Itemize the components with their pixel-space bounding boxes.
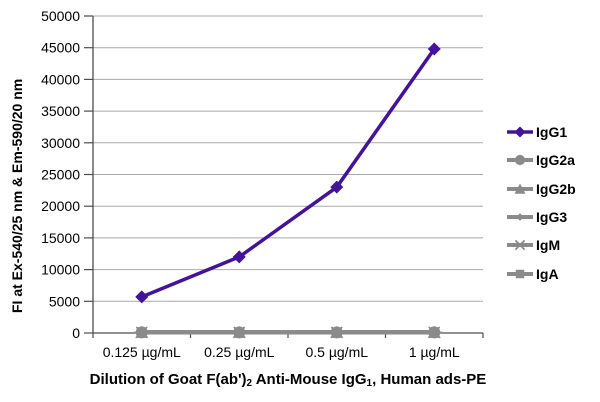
circle-glyph <box>514 155 526 166</box>
legend-item-igg3: IgG3 <box>505 203 576 231</box>
x-axis-title-text: Dilution of Goat F(ab') <box>89 371 247 388</box>
y-tick-label: 45000 <box>41 40 80 56</box>
y-tick-label: 40000 <box>41 71 80 87</box>
y-tick-label: 0 <box>72 325 80 341</box>
legend: IgG1 IgG2a IgG2b IgG3 IgM IgA <box>505 118 576 288</box>
legend-item-igm: IgM <box>505 231 576 259</box>
legend-label: IgG1 <box>536 124 568 141</box>
small-diamond-marker-icon <box>507 213 533 221</box>
y-tick-label: 20000 <box>41 198 80 214</box>
legend-label: IgG2a <box>536 152 575 169</box>
marker-IgG2a <box>428 326 441 339</box>
legend-item-iga: IgA <box>505 259 576 287</box>
diamond-small-glyph <box>516 213 524 221</box>
x-category-label: 0.125 µg/mL <box>103 344 181 360</box>
series-line-IgG1 <box>140 47 436 299</box>
legend-label: IgA <box>536 265 559 282</box>
y-tick-label: 5000 <box>49 293 80 309</box>
diamond-glyph <box>514 126 526 138</box>
marker-IgG2a <box>330 326 343 339</box>
x-category-label: 0.5 µg/mL <box>305 344 368 360</box>
square-marker-icon <box>507 269 533 278</box>
x-category-label: 1 µg/mL <box>409 344 460 360</box>
triangle-marker-icon <box>507 183 533 194</box>
marker-IgG1 <box>135 290 149 304</box>
legend-item-igg2b: IgG2b <box>505 175 576 203</box>
asterisk-marker-icon <box>507 240 533 251</box>
marker-IgG1 <box>232 250 246 264</box>
y-tick-label: 50000 <box>41 8 80 24</box>
marker-IgG1 <box>427 42 441 56</box>
x-axis-title-sub2-glyph: 2 <box>246 378 253 389</box>
triangle-glyph <box>514 183 526 194</box>
marker-IgG2a <box>233 326 246 339</box>
square-glyph <box>515 269 525 278</box>
y-tick-label: 30000 <box>41 135 80 151</box>
legend-label: IgM <box>536 237 561 254</box>
y-tick-label: 10000 <box>41 262 80 278</box>
x-axis-title-sub1-glyph: 1 <box>366 378 373 389</box>
legend-item-igg1: IgG1 <box>505 118 576 146</box>
marker-IgG2a <box>135 326 148 339</box>
circle-marker-icon <box>507 155 533 166</box>
diamond-marker-icon <box>507 126 533 138</box>
x-category-label: 0.25 µg/mL <box>204 344 275 360</box>
x-axis-title-text: Anti-Mouse IgG <box>252 371 367 388</box>
legend-item-igg2a: IgG2a <box>505 146 576 174</box>
x-axis-title: Dilution of Goat F(ab')2 Anti-Mouse IgG1… <box>63 371 513 389</box>
y-tick-label: 35000 <box>41 103 80 119</box>
legend-label: IgG3 <box>536 209 568 226</box>
y-axis-title: FI at Ex-540/25 nm & Em-590/20 nm <box>9 78 25 313</box>
x-axis-title-text: , Human ads-PE <box>372 371 487 388</box>
y-tick-label: 15000 <box>41 230 80 246</box>
legend-label: IgG2b <box>536 180 576 197</box>
y-tick-label: 25000 <box>41 167 80 183</box>
asterisk-glyph <box>514 240 526 251</box>
marker-IgG1 <box>330 180 344 194</box>
